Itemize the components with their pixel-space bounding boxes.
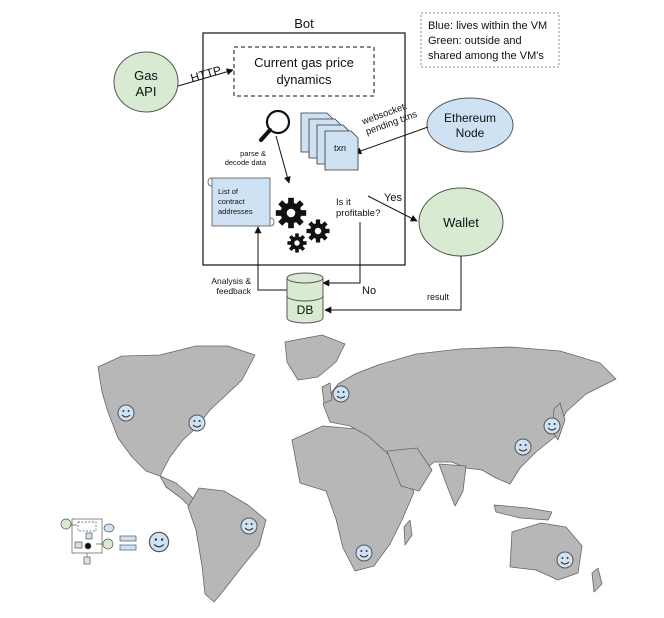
legend-line-1: Blue: lives within the VM [428, 20, 547, 32]
smiley-icon-australia [556, 551, 574, 569]
world-map [97, 334, 617, 603]
websocket-arrow [354, 126, 429, 155]
contract-list-scroll: List of contract addresses [207, 177, 275, 227]
db-label: DB [297, 303, 314, 317]
map-australia [509, 522, 583, 581]
equals-sign [119, 535, 137, 551]
gas-price-line-2: dynamics [277, 72, 332, 87]
bot-title: Bot [294, 16, 314, 31]
gas-api-line-2: API [136, 84, 157, 99]
profitable-line-2: profitable? [336, 208, 380, 219]
analysis-line-2: feedback [217, 286, 252, 296]
smiley-icon-africa [355, 544, 373, 562]
wallet-label: Wallet [443, 215, 479, 230]
gear-icon-medium [306, 219, 330, 243]
no-line [322, 222, 361, 287]
db-cylinder: DB [286, 272, 324, 324]
result-line [324, 256, 462, 314]
map-india [438, 463, 467, 507]
txn-documents [300, 112, 359, 171]
analysis-line-1: Analysis & [211, 276, 251, 286]
map-indonesia [493, 504, 553, 521]
map-new-zealand [591, 567, 603, 593]
magnifier-icon [259, 109, 291, 142]
wallet-node: Wallet [418, 187, 504, 257]
ethereum-line-2: Node [456, 126, 485, 140]
bot-container: Bot [202, 16, 406, 266]
smiley-icon-west-us [117, 404, 135, 422]
legend-box: Blue: lives within the VM Green: outside… [420, 12, 560, 68]
gas-price-dynamics-box: Current gas price dynamics [233, 46, 375, 97]
map-madagascar [403, 519, 413, 546]
contracts-line-3: addresses [218, 207, 253, 216]
map-greenland [284, 334, 346, 381]
contracts-line-2: contract [218, 197, 246, 206]
smiley-icon-europe [332, 385, 350, 403]
gas-api-line-1: Gas [134, 68, 158, 83]
http-label: HTTP [189, 63, 223, 85]
map-arabia [386, 447, 433, 492]
http-arrow [177, 68, 234, 87]
smiley-icon-south-america [240, 517, 258, 535]
yes-arrow [367, 195, 418, 222]
map-uk [321, 382, 333, 404]
gas-price-line-1: Current gas price [254, 55, 354, 70]
websocket-label: websocket: pending txns [360, 101, 419, 138]
ethereum-line-1: Ethereum [444, 111, 496, 125]
profitable-line-1: Is it [336, 197, 351, 208]
smiley-icon-east-us [188, 414, 206, 432]
legend-line-3: shared among the VM's [428, 50, 544, 62]
smiley-icon-legend [148, 531, 170, 553]
txn-label: txn [334, 143, 346, 153]
smiley-icon-japan [543, 417, 561, 435]
gear-icon-large [275, 197, 307, 229]
map-south-america [187, 487, 267, 603]
mini-bot-diagram [60, 518, 115, 565]
no-label: No [362, 285, 376, 297]
result-label: result [427, 292, 450, 302]
gas-api-node: Gas API [113, 51, 179, 113]
yes-label: Yes [384, 192, 402, 204]
contracts-line-1: List of [218, 187, 239, 196]
ethereum-node: Ethereum Node [426, 97, 514, 153]
magnifier-to-gears-arrow [275, 135, 291, 184]
parse-line-1: parse & [240, 149, 266, 158]
smiley-icon-asia [514, 438, 532, 456]
parse-line-2: decode data [225, 158, 267, 167]
legend-line-2: Green: outside and [428, 35, 522, 47]
analysis-feedback-line [254, 226, 287, 291]
gear-icon-small [287, 233, 307, 253]
